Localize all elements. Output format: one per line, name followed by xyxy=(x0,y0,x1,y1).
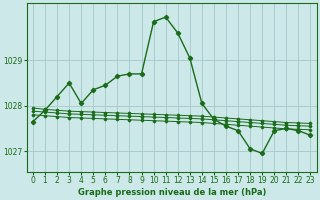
X-axis label: Graphe pression niveau de la mer (hPa): Graphe pression niveau de la mer (hPa) xyxy=(77,188,266,197)
